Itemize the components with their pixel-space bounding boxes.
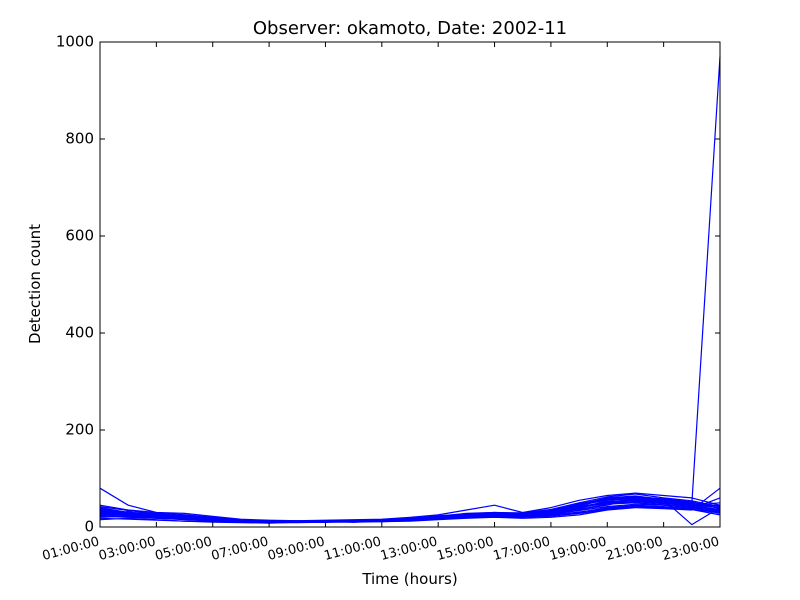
y-tick-label: 600 <box>65 227 94 245</box>
y-tick-label: 800 <box>65 130 94 148</box>
x-tick-label: 17:00:00 <box>492 534 552 564</box>
series-layer <box>99 56 721 526</box>
x-axis-ticks: 01:00:0003:00:0005:00:0007:00:0009:00:00… <box>41 42 721 564</box>
x-tick-label: 21:00:00 <box>604 534 664 564</box>
y-tick-label: 400 <box>65 324 94 342</box>
x-tick-label: 11:00:00 <box>323 534 383 564</box>
x-tick-label: 05:00:00 <box>153 534 213 564</box>
x-tick-label: 19:00:00 <box>548 534 608 564</box>
x-axis-label: Time (hours) <box>361 570 457 588</box>
x-tick-label: 07:00:00 <box>210 534 270 564</box>
chart-title: Observer: okamoto, Date: 2002-11 <box>253 18 567 39</box>
series-line-8 <box>99 492 721 522</box>
y-tick-label: 1000 <box>56 33 94 51</box>
x-tick-label: 13:00:00 <box>379 534 439 564</box>
x-tick-label: 01:00:00 <box>41 534 101 564</box>
series-line-19 <box>99 56 721 523</box>
series-line-20 <box>99 497 721 526</box>
x-tick-label: 03:00:00 <box>97 534 157 564</box>
x-tick-label: 09:00:00 <box>266 534 326 564</box>
y-axis-ticks: 0 200 400 600 800 1000 <box>56 33 720 536</box>
y-tick-label: 200 <box>65 421 94 439</box>
x-tick-label: 15:00:00 <box>435 534 495 564</box>
y-tick-label: 0 <box>84 518 94 536</box>
x-tick-label: 23:00:00 <box>661 534 721 564</box>
y-axis-label: Detection count <box>26 224 44 344</box>
plot-frame <box>99 41 721 528</box>
